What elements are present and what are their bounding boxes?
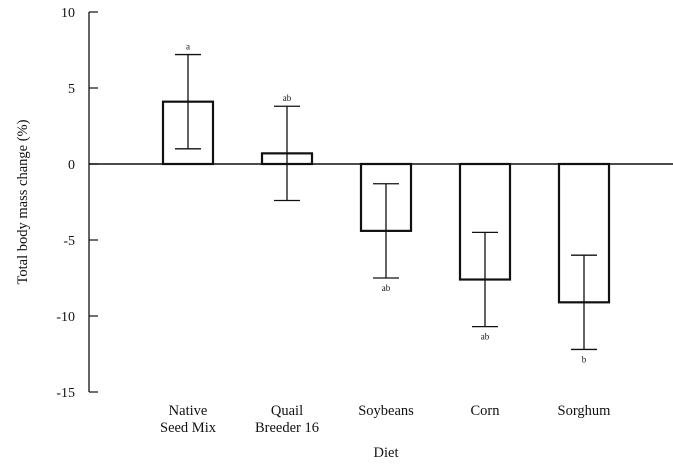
error-bars — [175, 53, 597, 351]
y-tick-label: -15 — [56, 386, 75, 401]
x-tick-label: Native Seed Mix — [160, 403, 217, 436]
x-tick-label: Corn — [471, 403, 501, 419]
significance-label: ab — [481, 332, 490, 342]
y-tick-label: 10 — [61, 6, 75, 21]
x-tick-label: Sorghum — [558, 403, 612, 419]
significance-label: ab — [382, 283, 391, 293]
y-tick-label: 0 — [68, 158, 75, 173]
y-axis: 10 5 0 -5 -10 -15 — [56, 6, 98, 401]
x-tick-label: Quail Breeder 16 — [255, 403, 319, 436]
x-tick-labels: Native Seed Mix Quail Breeder 16 Soybeans Cor… — [160, 403, 611, 436]
significance-label: a — [186, 42, 190, 52]
significance-label: ab — [283, 93, 292, 103]
y-axis-title: Total body mass change (%) — [15, 119, 31, 284]
y-tick-label: -5 — [63, 234, 75, 249]
y-tick-label: 5 — [68, 82, 75, 97]
y-tick-label: -10 — [56, 310, 75, 325]
significance-label: b — [582, 354, 587, 364]
x-axis-title: Diet — [374, 445, 399, 461]
x-tick-label: Soybeans — [358, 403, 414, 419]
significance-labels: a ab ab ab b — [186, 42, 587, 365]
